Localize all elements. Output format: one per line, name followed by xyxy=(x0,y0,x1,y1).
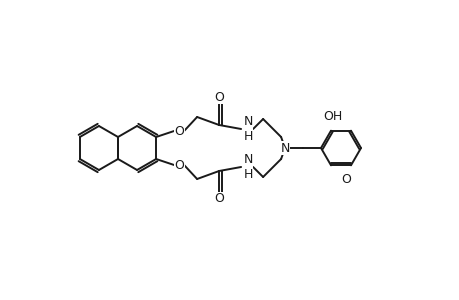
Text: N
H: N H xyxy=(243,115,252,143)
Text: O: O xyxy=(214,193,224,206)
Text: O: O xyxy=(214,91,224,103)
Text: O: O xyxy=(174,158,184,172)
Text: O: O xyxy=(340,173,350,186)
Text: OH: OH xyxy=(323,110,342,123)
Text: N
H: N H xyxy=(243,153,252,181)
Text: N: N xyxy=(280,142,289,154)
Text: O: O xyxy=(174,124,184,137)
